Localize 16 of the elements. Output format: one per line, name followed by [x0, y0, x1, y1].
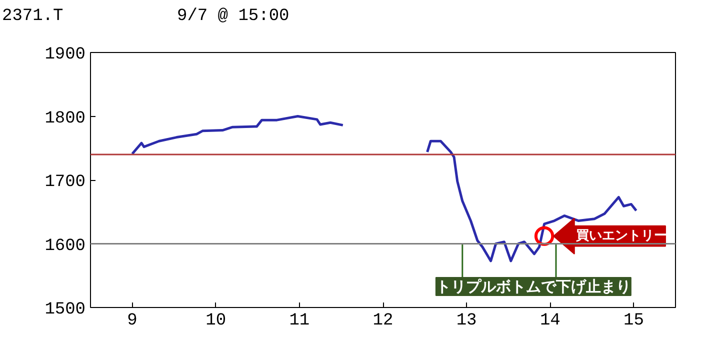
- y-tick-label: 1500: [44, 300, 86, 320]
- x-tick-label: 13: [456, 312, 477, 330]
- x-tick-label: 12: [372, 312, 394, 330]
- y-tick-label: 1600: [44, 236, 86, 256]
- chart-subtitle: 9/7 @ 15:00: [177, 6, 290, 28]
- x-tick-label: 14: [540, 312, 560, 330]
- x-tick-label: 10: [206, 312, 226, 330]
- y-tick-label: 1700: [44, 173, 86, 192]
- x-tick-label: 15: [624, 312, 644, 330]
- annotation: トリプルボトムで下げ止まり: [436, 277, 631, 296]
- annotation: 買いエントリー: [575, 228, 668, 244]
- y-tick-label: 1900: [44, 46, 86, 64]
- x-tick-label: 9: [127, 312, 138, 330]
- y-tick-label: 1800: [44, 109, 86, 128]
- chart-title: 2371.T: [2, 6, 64, 28]
- x-tick-label: 11: [289, 312, 310, 330]
